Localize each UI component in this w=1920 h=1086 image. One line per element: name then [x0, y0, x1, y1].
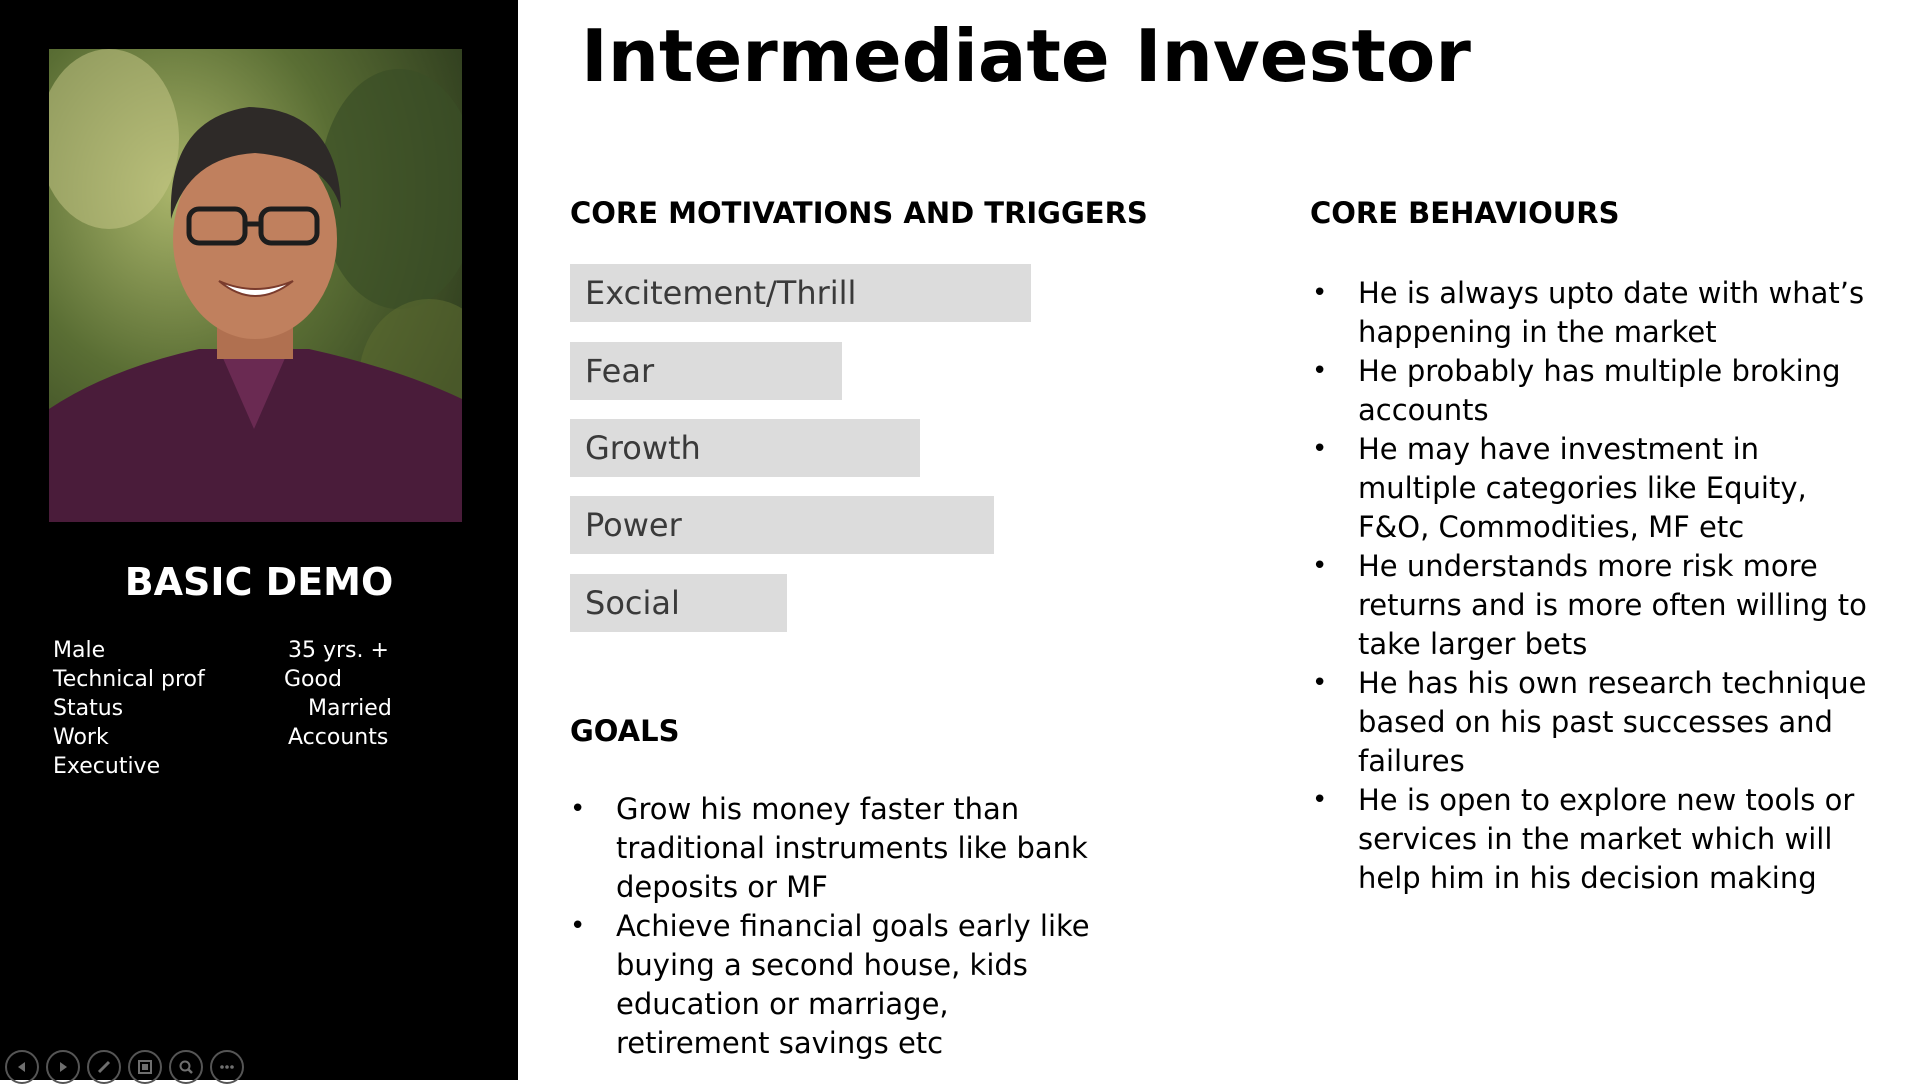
demo-gender-label: Male	[53, 638, 106, 663]
goal-item: Grow his money faster than traditional i…	[570, 790, 1110, 907]
pen-icon[interactable]	[87, 1050, 121, 1084]
behaviour-item: He is always upto date with what’s happe…	[1312, 274, 1880, 352]
behaviour-item: He is open to explore new tools or servi…	[1312, 781, 1880, 898]
motivation-label: Power	[585, 506, 682, 544]
behaviour-item: He understands more risk more returns an…	[1312, 547, 1880, 664]
behaviour-item: He has his own research technique based …	[1312, 664, 1880, 781]
previous-slide-icon[interactable]	[5, 1050, 39, 1084]
slide-title: Intermediate Investor	[581, 14, 1471, 98]
zoom-icon[interactable]	[169, 1050, 203, 1084]
motivation-label: Social	[585, 584, 680, 622]
goal-item: Achieve financial goals early like buyin…	[570, 907, 1110, 1063]
more-options-icon[interactable]	[210, 1050, 244, 1084]
motivation-bar: Fear	[570, 342, 842, 400]
demo-tech-label: Technical prof	[53, 667, 205, 692]
demo-status-label: Status	[53, 696, 124, 721]
all-slides-icon[interactable]	[128, 1050, 162, 1084]
demo-age-value: 35 yrs. +	[288, 638, 389, 663]
demo-work-label-continued: Executive	[53, 754, 161, 779]
motivation-bar: Power	[570, 496, 994, 554]
behaviours-heading: CORE BEHAVIOURS	[1310, 196, 1620, 230]
motivation-bar: Growth	[570, 419, 920, 477]
slideshow-toolbar	[5, 1050, 244, 1086]
behaviour-item: He may have investment in multiple categ…	[1312, 430, 1880, 547]
demo-work-value: Accounts	[288, 725, 389, 750]
demo-work-label: Work	[53, 725, 109, 750]
goals-list: Grow his money faster than traditional i…	[570, 790, 1110, 1063]
persona-photo	[49, 49, 462, 522]
persona-panel: BASIC DEMO Male 35 yrs. + Technical prof…	[0, 0, 518, 1084]
next-slide-icon[interactable]	[46, 1050, 80, 1084]
behaviour-item: He probably has multiple broking account…	[1312, 352, 1880, 430]
motivation-label: Growth	[585, 429, 701, 467]
motivations-heading: CORE MOTIVATIONS AND TRIGGERS	[570, 196, 1148, 230]
demo-tech-value: Good	[284, 667, 342, 692]
goals-heading: GOALS	[570, 714, 680, 748]
demo-status-value: Married	[308, 696, 392, 721]
motivation-bar: Social	[570, 574, 787, 632]
behaviours-list: He is always upto date with what’s happe…	[1312, 274, 1880, 898]
motivation-label: Fear	[585, 352, 655, 390]
motivation-label: Excitement/Thrill	[585, 274, 857, 312]
motivation-bar: Excitement/Thrill	[570, 264, 1031, 322]
demo-title: BASIC DEMO	[124, 560, 394, 604]
